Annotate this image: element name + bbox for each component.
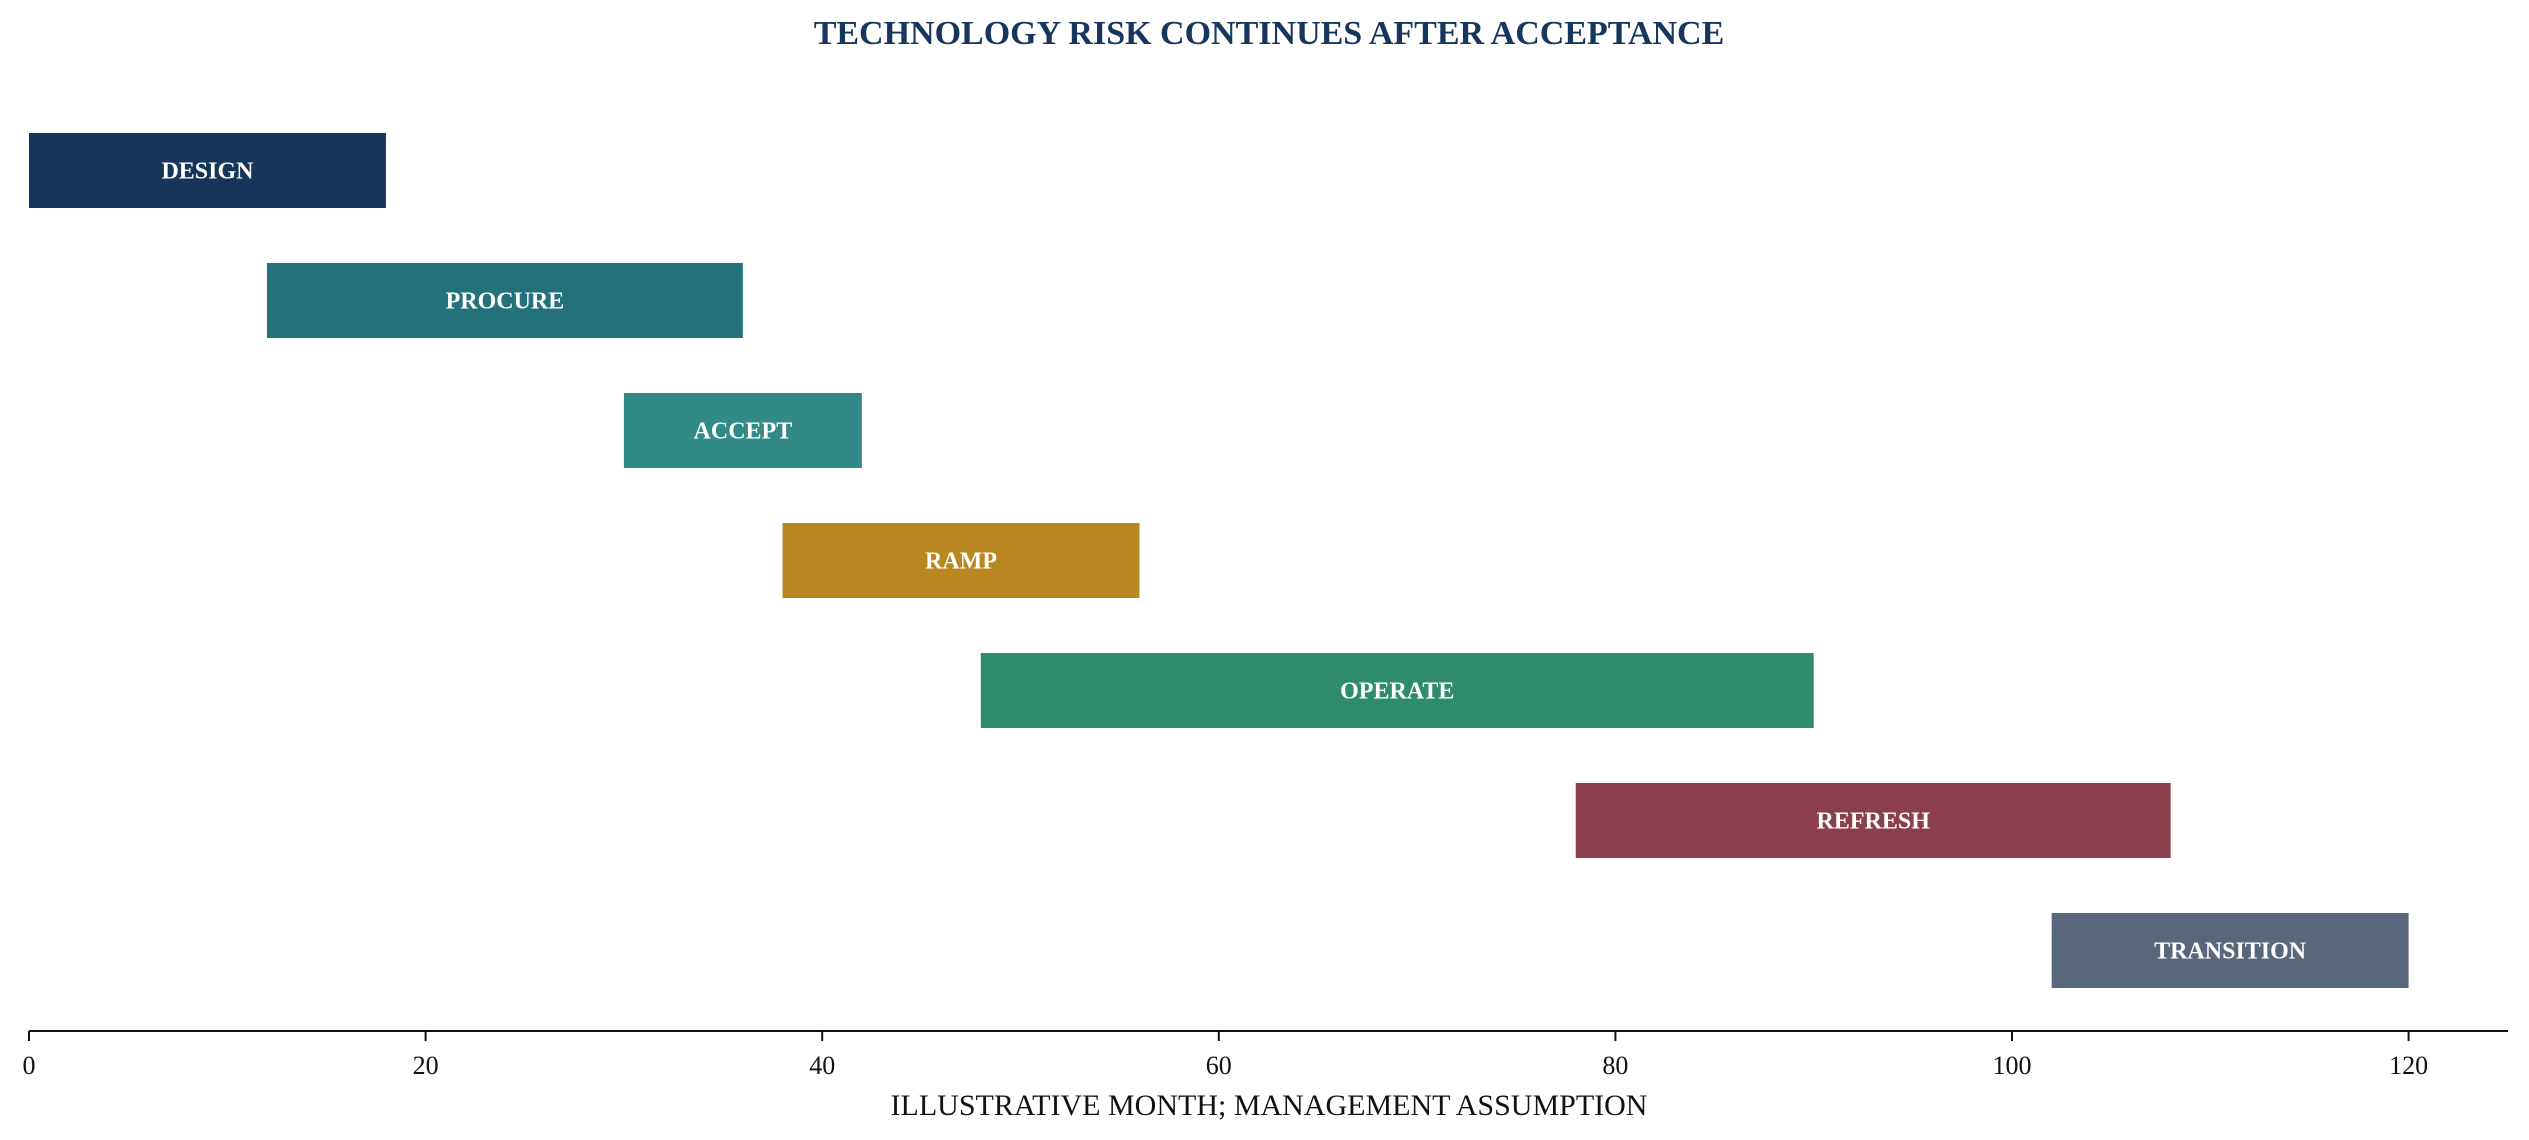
x-tick-label-40: 40 <box>809 1051 835 1080</box>
bar-transition <box>2051 913 2409 988</box>
x-tick-label-20: 20 <box>413 1051 439 1080</box>
chart-title: TECHNOLOGY RISK CONTINUES AFTER ACCEPTAN… <box>814 15 1725 52</box>
bar-label-procure: PROCURE <box>446 289 565 315</box>
bar-label-accept: ACCEPT <box>694 419 793 445</box>
bar-label-ramp: RAMP <box>925 549 997 575</box>
bar-design <box>29 133 386 208</box>
bars-layer: DESIGN PROCURE ACCEPT RAMP OPERATE REFRESH TRA… <box>29 133 2409 988</box>
bar-label-refresh: REFRESH <box>1817 809 1931 835</box>
bar-accept <box>623 393 862 468</box>
bar-operate <box>980 653 1814 728</box>
x-tick-label-60: 60 <box>1206 1051 1232 1080</box>
x-axis-title: ILLUSTRATIVE MONTH; MANAGEMENT ASSUMPTIO… <box>891 1089 1648 1122</box>
bar-label-design: DESIGN <box>161 159 254 185</box>
bar-label-transition: TRANSITION <box>2154 939 2307 965</box>
bar-label-operate: OPERATE <box>1340 679 1454 705</box>
bar-ramp <box>782 523 1140 598</box>
x-tick-label-100: 100 <box>1993 1051 2032 1080</box>
x-tick-label-80: 80 <box>1602 1051 1628 1080</box>
bar-refresh <box>1575 783 2171 858</box>
bar-procure <box>266 263 743 338</box>
x-tick-label-0: 0 <box>23 1051 36 1080</box>
x-axis: 0 20 40 60 80 100 120 <box>23 1030 2508 1080</box>
x-tick-label-120: 120 <box>2389 1051 2428 1080</box>
